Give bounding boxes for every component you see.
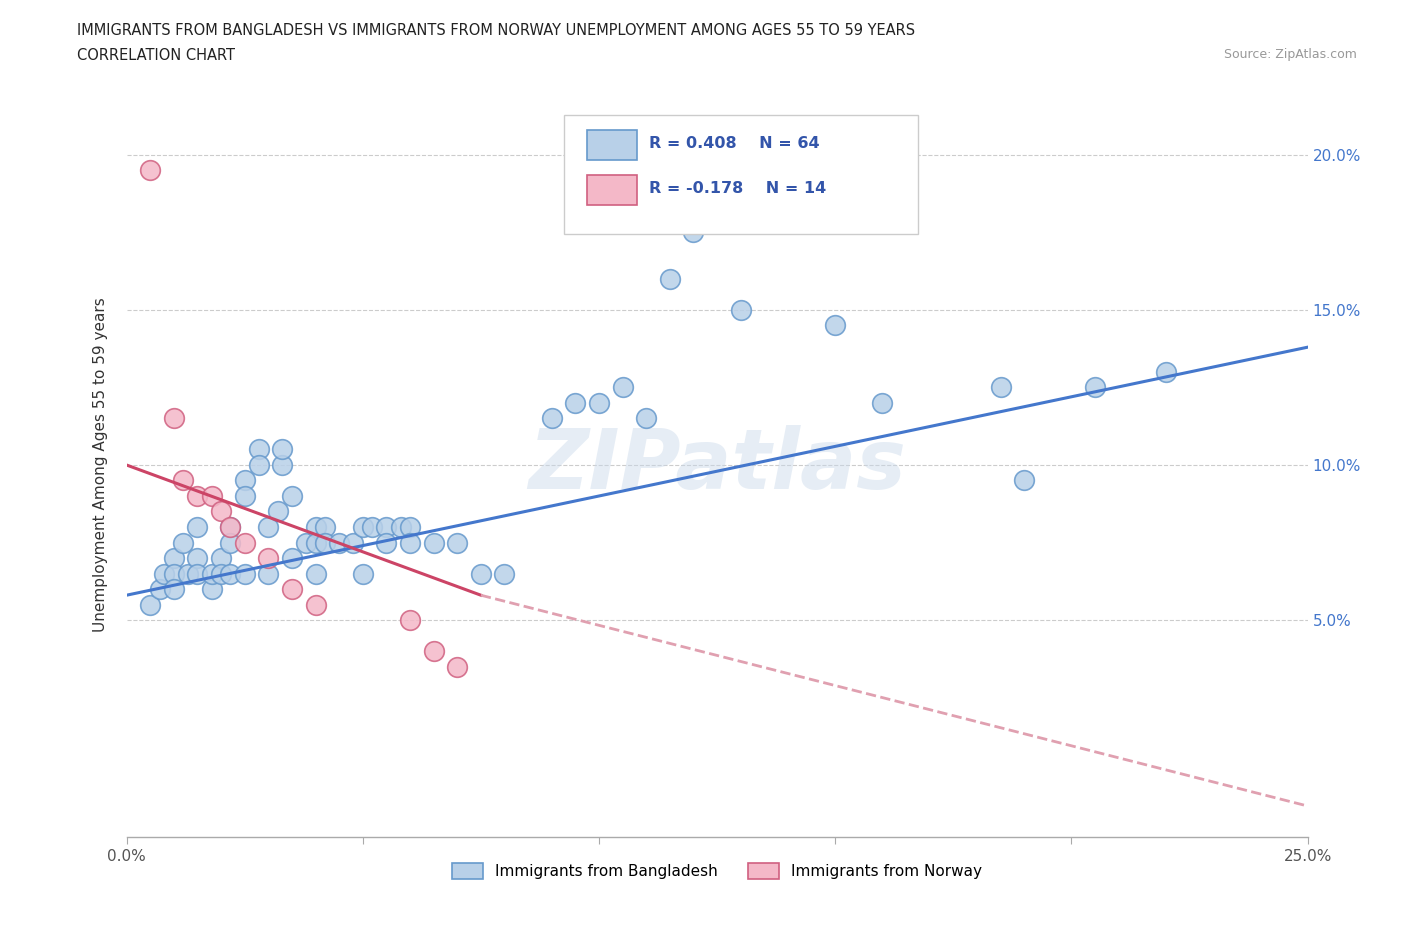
Point — [352, 520, 374, 535]
Point — [281, 488, 304, 503]
Point — [990, 380, 1012, 395]
Point — [200, 566, 222, 581]
Point — [304, 535, 326, 550]
Point — [247, 458, 270, 472]
Point — [295, 535, 318, 550]
Point — [375, 535, 398, 550]
Point — [658, 272, 681, 286]
Point — [219, 566, 242, 581]
Point — [200, 581, 222, 596]
FancyBboxPatch shape — [564, 115, 918, 234]
Point — [271, 458, 294, 472]
Point — [314, 520, 336, 535]
Point — [186, 551, 208, 565]
Point — [399, 535, 422, 550]
Point — [219, 535, 242, 550]
Point — [1012, 473, 1035, 488]
Point — [304, 566, 326, 581]
Point — [588, 395, 610, 410]
Point — [163, 411, 186, 426]
Point — [163, 566, 186, 581]
Point — [209, 551, 232, 565]
Point — [399, 613, 422, 628]
Point — [257, 566, 280, 581]
Point — [730, 302, 752, 317]
Point — [1154, 365, 1177, 379]
Point — [153, 566, 176, 581]
Point — [304, 520, 326, 535]
Point — [281, 581, 304, 596]
Point — [824, 318, 846, 333]
Point — [209, 504, 232, 519]
Point — [186, 520, 208, 535]
Point — [422, 535, 444, 550]
Y-axis label: Unemployment Among Ages 55 to 59 years: Unemployment Among Ages 55 to 59 years — [93, 298, 108, 632]
Point — [247, 442, 270, 457]
Point — [352, 566, 374, 581]
Point — [304, 597, 326, 612]
Point — [172, 473, 194, 488]
Point — [564, 395, 586, 410]
Point — [219, 520, 242, 535]
Point — [540, 411, 562, 426]
Point — [233, 473, 256, 488]
Point — [389, 520, 412, 535]
FancyBboxPatch shape — [588, 130, 637, 160]
Point — [177, 566, 200, 581]
Point — [636, 411, 658, 426]
Point — [470, 566, 492, 581]
Point — [200, 488, 222, 503]
Point — [342, 535, 364, 550]
Point — [612, 380, 634, 395]
Point — [139, 597, 162, 612]
Point — [219, 520, 242, 535]
Point — [446, 535, 468, 550]
Text: CORRELATION CHART: CORRELATION CHART — [77, 48, 235, 63]
Point — [267, 504, 290, 519]
Point — [257, 520, 280, 535]
Point — [233, 566, 256, 581]
Point — [163, 551, 186, 565]
Point — [172, 535, 194, 550]
Point — [163, 581, 186, 596]
Text: ZIPatlas: ZIPatlas — [529, 424, 905, 506]
Point — [422, 644, 444, 658]
Point — [233, 535, 256, 550]
Point — [257, 551, 280, 565]
Point — [281, 551, 304, 565]
Text: IMMIGRANTS FROM BANGLADESH VS IMMIGRANTS FROM NORWAY UNEMPLOYMENT AMONG AGES 55 : IMMIGRANTS FROM BANGLADESH VS IMMIGRANTS… — [77, 23, 915, 38]
Point — [328, 535, 350, 550]
Point — [186, 488, 208, 503]
FancyBboxPatch shape — [588, 175, 637, 205]
Point — [361, 520, 384, 535]
Point — [1084, 380, 1107, 395]
Point — [149, 581, 172, 596]
Point — [399, 520, 422, 535]
Point — [186, 566, 208, 581]
Point — [233, 488, 256, 503]
Point — [314, 535, 336, 550]
Point — [682, 225, 704, 240]
Text: R = -0.178    N = 14: R = -0.178 N = 14 — [648, 180, 825, 195]
Point — [375, 520, 398, 535]
Text: R = 0.408    N = 64: R = 0.408 N = 64 — [648, 136, 820, 151]
Point — [209, 566, 232, 581]
Text: Source: ZipAtlas.com: Source: ZipAtlas.com — [1223, 48, 1357, 61]
Legend: Immigrants from Bangladesh, Immigrants from Norway: Immigrants from Bangladesh, Immigrants f… — [446, 857, 988, 885]
Point — [494, 566, 516, 581]
Point — [872, 395, 894, 410]
Point — [271, 442, 294, 457]
Point — [139, 163, 162, 178]
Point — [446, 659, 468, 674]
